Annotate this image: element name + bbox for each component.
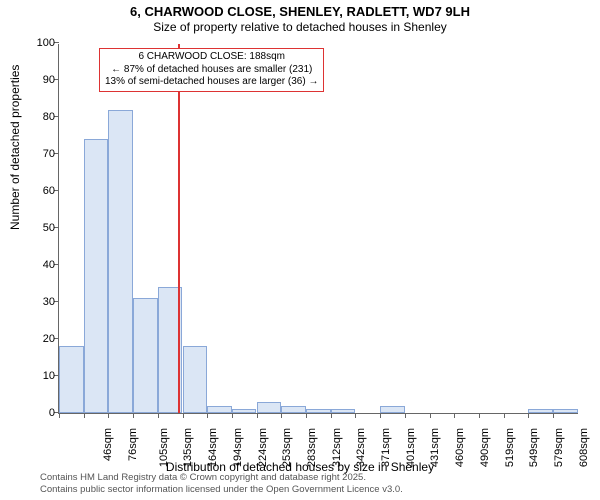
histogram-bar xyxy=(133,298,158,413)
x-tick-label: 76sqm xyxy=(127,428,139,461)
y-axis-label: Number of detached properties xyxy=(8,65,22,230)
callout-line-1: 6 CHARWOOD CLOSE: 188sqm xyxy=(105,51,318,64)
histogram-bar xyxy=(257,402,282,413)
y-tick-label: 80 xyxy=(27,111,55,123)
y-tick-label: 0 xyxy=(27,407,55,419)
y-tick-label: 90 xyxy=(27,74,55,86)
histogram-chart: 6, CHARWOOD CLOSE, SHENLEY, RADLETT, WD7… xyxy=(0,0,600,500)
chart-subtitle: Size of property relative to detached ho… xyxy=(0,20,600,34)
y-tick-label: 100 xyxy=(27,37,55,49)
marker-line xyxy=(178,44,180,413)
histogram-bar xyxy=(380,406,405,413)
x-tick-label: 46sqm xyxy=(102,428,114,461)
plot-area: 010203040506070809010046sqm76sqm105sqm13… xyxy=(58,44,578,414)
callout-line-2: ← 87% of detached houses are smaller (23… xyxy=(105,64,318,77)
histogram-bar xyxy=(84,139,109,413)
histogram-bar xyxy=(553,409,578,413)
histogram-bar xyxy=(59,346,84,413)
y-tick-label: 40 xyxy=(27,259,55,271)
y-tick-label: 60 xyxy=(27,185,55,197)
callout-line-3: 13% of semi-detached houses are larger (… xyxy=(105,76,318,89)
y-tick-label: 50 xyxy=(27,222,55,234)
y-tick-label: 30 xyxy=(27,296,55,308)
histogram-bar xyxy=(331,409,356,413)
histogram-bar xyxy=(528,409,553,413)
footer-line-2: Contains public sector information licen… xyxy=(40,484,403,496)
y-tick-label: 70 xyxy=(27,148,55,160)
footer-line-1: Contains HM Land Registry data © Crown c… xyxy=(40,472,403,484)
histogram-bar xyxy=(232,409,257,413)
histogram-bar xyxy=(183,346,208,413)
chart-title: 6, CHARWOOD CLOSE, SHENLEY, RADLETT, WD7… xyxy=(0,4,600,19)
footer-attribution: Contains HM Land Registry data © Crown c… xyxy=(40,472,403,496)
y-tick-label: 20 xyxy=(27,333,55,345)
histogram-bar xyxy=(108,110,133,413)
callout-box: 6 CHARWOOD CLOSE: 188sqm← 87% of detache… xyxy=(99,48,324,92)
histogram-bar xyxy=(306,409,331,413)
histogram-bar xyxy=(281,406,306,413)
y-tick-label: 10 xyxy=(27,370,55,382)
histogram-bar xyxy=(207,406,232,413)
